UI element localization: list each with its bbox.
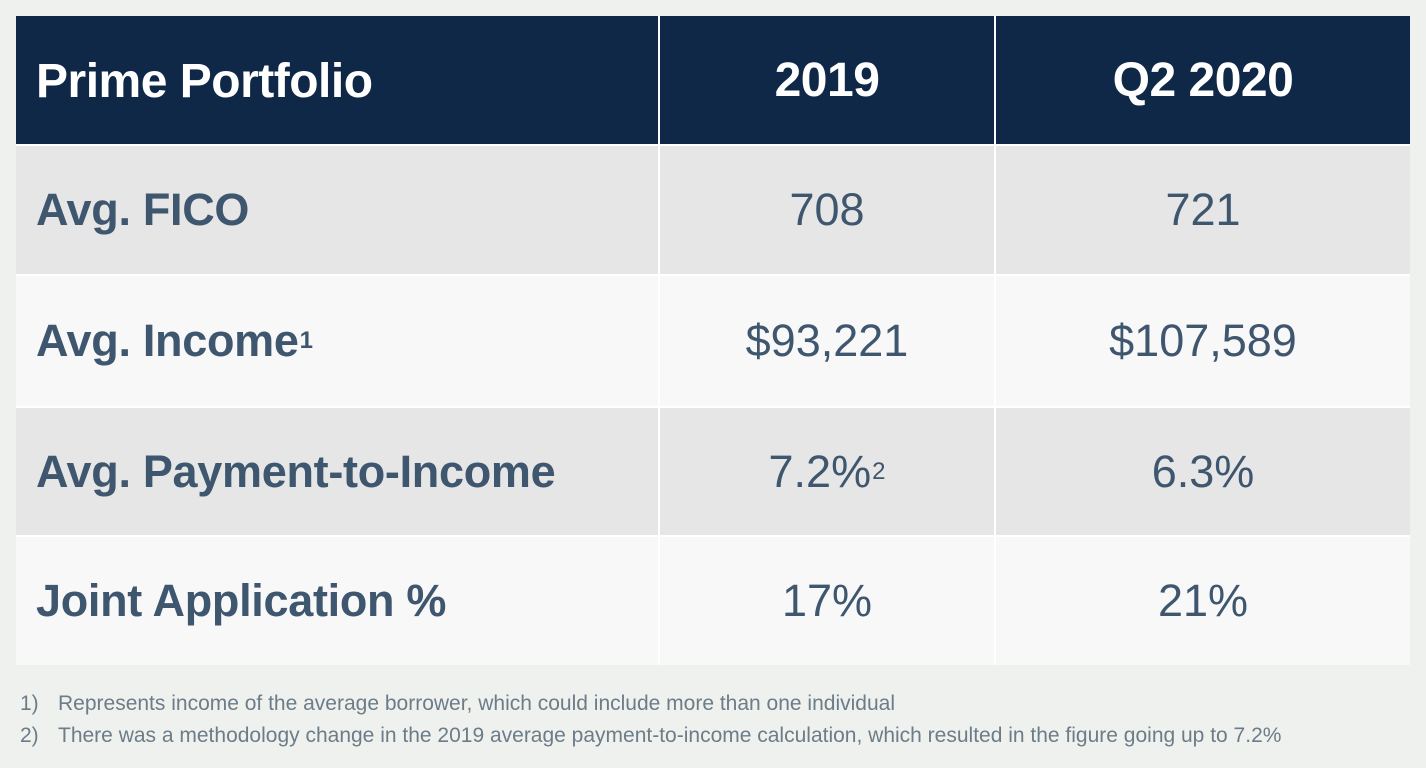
footnotes: 1) Represents income of the average borr… xyxy=(20,688,1410,752)
prime-portfolio-table: Prime Portfolio 2019 Q2 2020 Avg. FICO 7… xyxy=(16,16,1410,665)
footnote-number: 2) xyxy=(20,724,39,747)
header-q2-2020: Q2 2020 xyxy=(994,16,1410,144)
row-label-text: Avg. FICO xyxy=(36,184,250,235)
footnote-number: 1) xyxy=(20,692,39,715)
row-label-text: Avg. Income xyxy=(36,315,299,366)
value-2019: $93,221 xyxy=(658,276,994,406)
table-row: Joint Application % 17% 21% xyxy=(16,537,1410,665)
row-label: Avg. Payment-to-Income xyxy=(16,408,658,535)
value-2019-text: 17% xyxy=(781,575,873,626)
value-q2-2020-text: 21% xyxy=(1157,575,1249,626)
value-q2-2020: $107,589 xyxy=(994,276,1410,406)
row-label: Joint Application % xyxy=(16,537,658,665)
row-label: Avg. FICO xyxy=(16,146,658,274)
value-q2-2020: 21% xyxy=(994,537,1410,665)
value-2019-text: 708 xyxy=(789,184,865,235)
footnote-text: There was a methodology change in the 20… xyxy=(58,724,1282,747)
table-header-row: Prime Portfolio 2019 Q2 2020 xyxy=(16,16,1410,144)
value-2019-text: 7.2% xyxy=(768,445,872,497)
row-label-text: Avg. Payment-to-Income xyxy=(36,445,556,497)
value-q2-2020-text: 6.3% xyxy=(1151,445,1255,497)
value-2019: 708 xyxy=(658,146,994,274)
header-prime-portfolio: Prime Portfolio xyxy=(36,54,373,108)
table-row: Avg. Income 1 $93,221 $107,589 xyxy=(16,276,1410,406)
table-row: Avg. FICO 708 721 xyxy=(16,146,1410,274)
value-q2-2020: 721 xyxy=(994,146,1410,274)
footnote: 1) Represents income of the average borr… xyxy=(20,688,1410,720)
value-2019: 17% xyxy=(658,537,994,665)
footnote: 2) There was a methodology change in the… xyxy=(20,720,1410,752)
value-q2-2020-text: 721 xyxy=(1165,184,1241,235)
table-row: Avg. Payment-to-Income 7.2% 2 6.3% xyxy=(16,408,1410,535)
footnote-text: Represents income of the average borrowe… xyxy=(58,692,895,715)
value-q2-2020-text: $107,589 xyxy=(1109,315,1297,366)
value-q2-2020: 6.3% xyxy=(994,408,1410,535)
header-2019: 2019 xyxy=(658,16,994,144)
row-label-text: Joint Application % xyxy=(36,575,447,626)
value-2019-text: $93,221 xyxy=(745,315,909,366)
row-label: Avg. Income 1 xyxy=(36,315,313,366)
value-2019: 7.2% 2 xyxy=(658,408,994,535)
